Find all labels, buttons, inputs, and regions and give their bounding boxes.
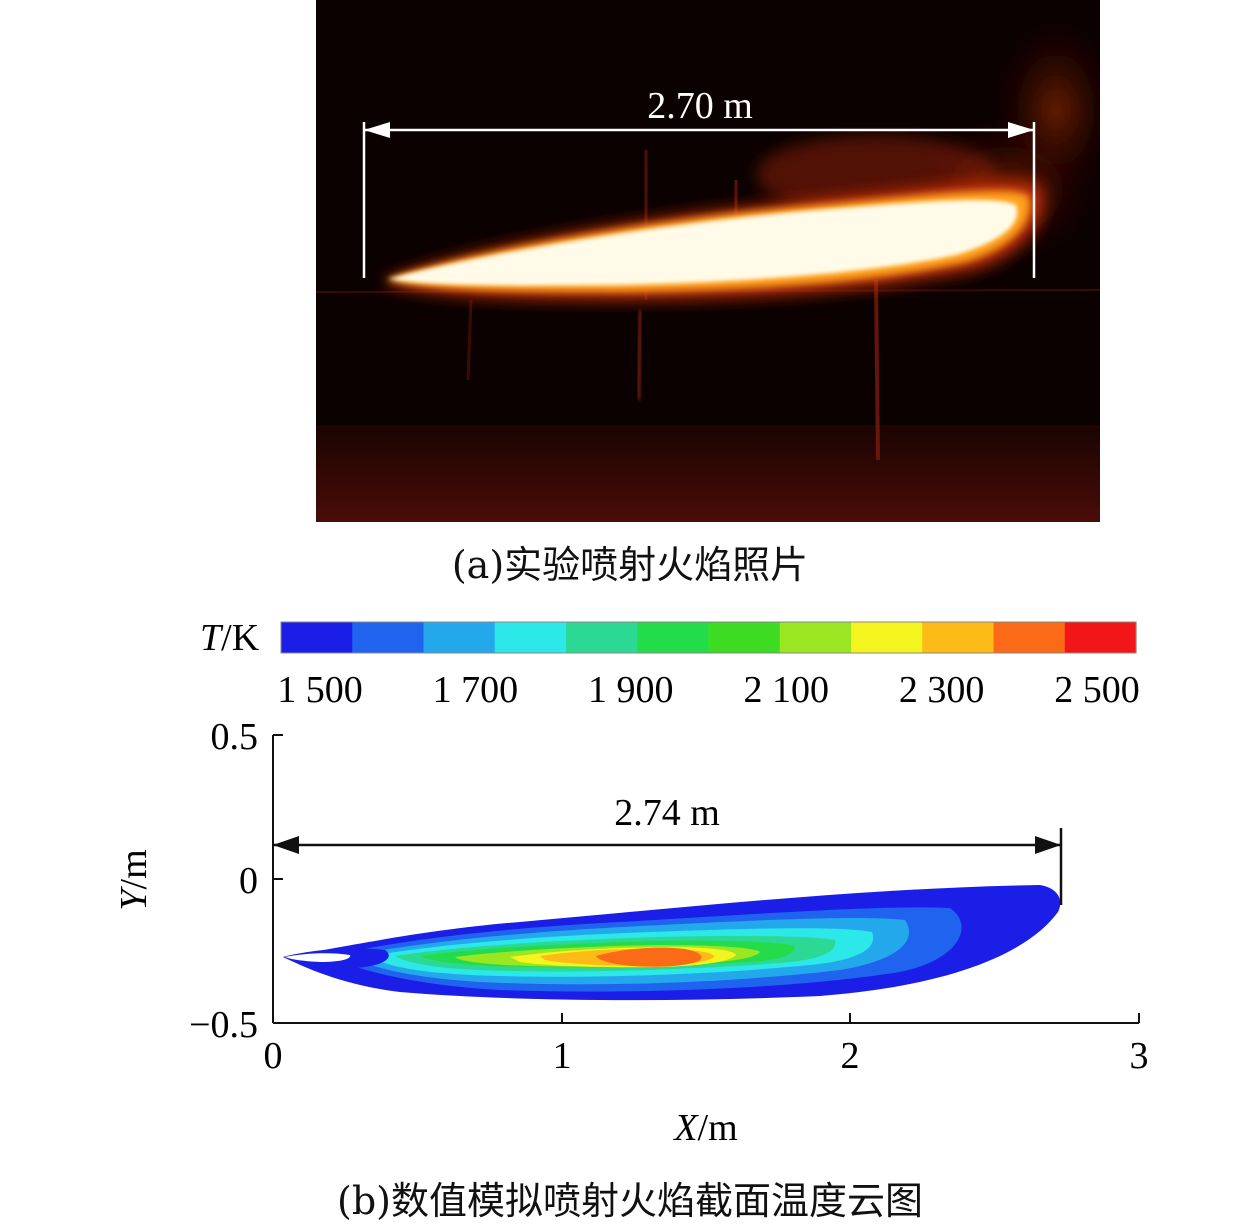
y-tick-0.5: 0.5 — [211, 716, 259, 758]
colorbar-segment — [637, 622, 710, 653]
x-tick-3: 3 — [1130, 1035, 1149, 1077]
sim-length-label: 2.74 m — [614, 792, 720, 834]
photo-length-label: 2.70 m — [647, 85, 753, 127]
x-axis: 0 1 2 3 — [264, 1013, 1149, 1077]
flame-length-dimension: 2.74 m — [273, 792, 1063, 905]
y-axis-label-var: Y — [113, 886, 155, 911]
x-tick-2: 2 — [841, 1035, 860, 1077]
x-axis-label-unit: /m — [698, 1107, 738, 1149]
contour-band-2400 — [596, 947, 702, 967]
colorbar-segment — [352, 622, 425, 653]
colorbar-segment — [779, 622, 852, 653]
x-tick-0: 0 — [264, 1035, 283, 1077]
colorbar-frame — [280, 621, 1137, 654]
colorbar-tick-label: 1 900 — [588, 669, 674, 711]
colorbar-segment — [1064, 622, 1137, 653]
y-axis-label: Y/m — [113, 849, 155, 910]
colorbar-tick-label: 1 500 — [277, 669, 363, 711]
jet-flame-photo: 2.70 m — [316, 0, 1100, 522]
colorbar-tick-label: 2 500 — [1054, 669, 1140, 711]
colorbar-label-var: T — [200, 617, 224, 659]
colorbar-segment — [993, 622, 1066, 653]
colorbar-segment — [281, 622, 353, 653]
colorbar-label-unit: /K — [221, 617, 260, 659]
y-axis-label-unit: /m — [113, 849, 155, 889]
y-tick-0: 0 — [239, 860, 258, 902]
caption-a: (a)实验喷射火焰照片 — [451, 543, 809, 587]
colorbar-tick-label: 1 700 — [433, 669, 519, 711]
colorbar-segment — [423, 622, 496, 653]
colorbar-ticks: 1 500 1 700 1 900 2 100 2 300 2 500 — [277, 669, 1140, 711]
colorbar-segment — [566, 622, 638, 653]
x-tick-1: 1 — [553, 1035, 572, 1077]
colorbar-segment — [494, 622, 567, 653]
x-axis-label-var: X — [672, 1107, 699, 1149]
colorbar-segment — [708, 622, 781, 653]
nozzle-white — [285, 953, 351, 962]
colorbar — [280, 621, 1137, 654]
colorbar-label: T/K — [200, 617, 260, 659]
y-tick-neg-0.5: −0.5 — [189, 1004, 258, 1046]
caption-b: (b)数值模拟喷射火焰截面温度云图 — [337, 1179, 923, 1223]
y-axis: 0.5 0 −0.5 — [189, 716, 283, 1046]
colorbar-segment — [851, 622, 923, 653]
x-axis-label: X/m — [672, 1107, 737, 1149]
temperature-contour-chart: T/K 1 500 1 700 1 900 2 100 2 300 2 500 0.5 0… — [113, 617, 1149, 1149]
flame-contour — [283, 885, 1061, 1001]
colorbar-tick-label: 2 100 — [743, 669, 829, 711]
colorbar-segment — [922, 622, 995, 653]
colorbar-tick-label: 2 300 — [899, 669, 985, 711]
